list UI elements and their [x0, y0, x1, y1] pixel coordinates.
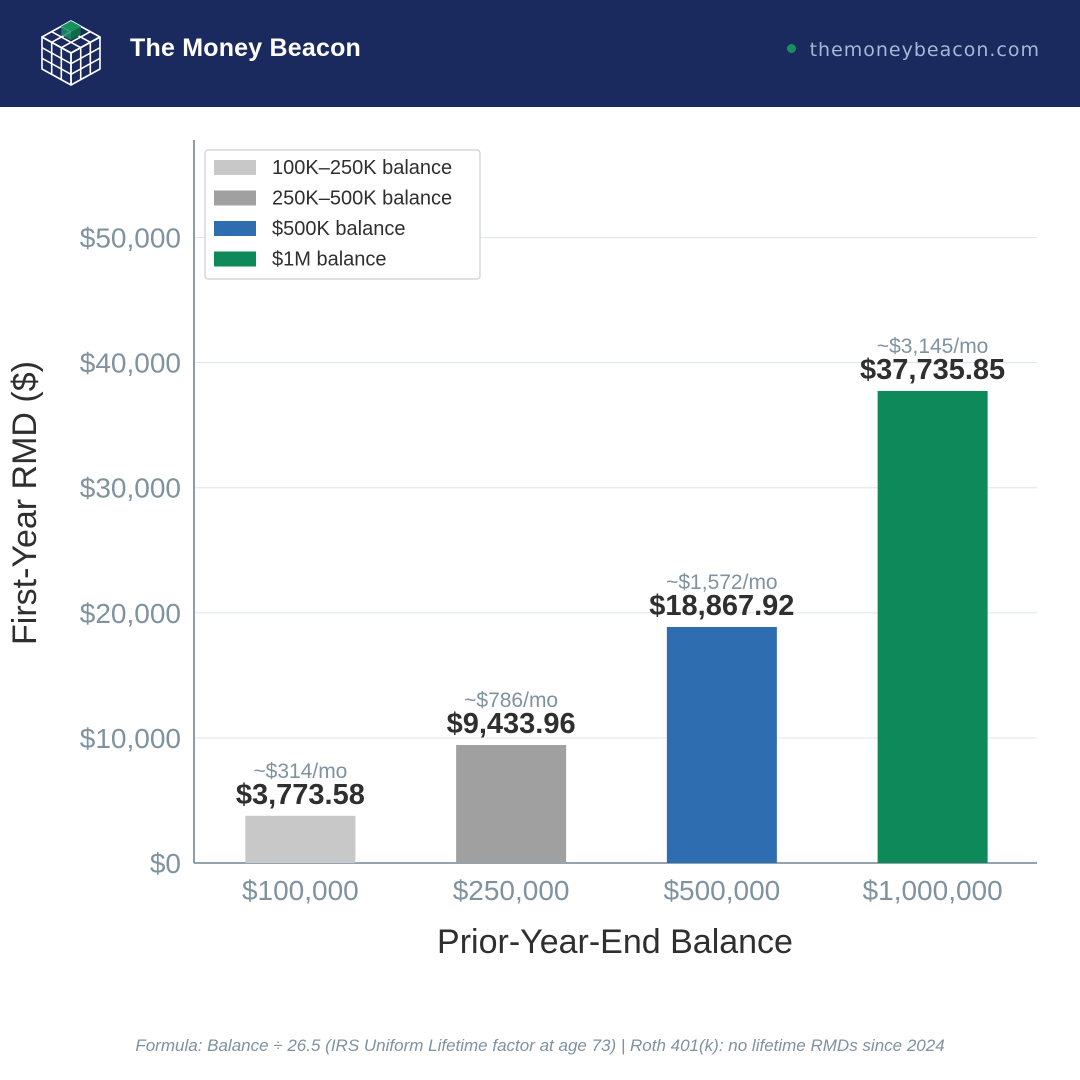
x-tick-label: $250,000: [453, 875, 570, 906]
bar-monthly-label: ~$3,145/mo: [877, 335, 989, 358]
legend-label: 250K–500K balance: [272, 188, 452, 210]
bar: [245, 815, 356, 863]
bar: [456, 744, 567, 863]
x-tick-label: $1,000,000: [863, 875, 1003, 906]
x-tick-label: $100,000: [242, 875, 359, 906]
status-dot-icon: [786, 44, 796, 53]
y-axis-label: First-Year RMD ($): [6, 361, 44, 645]
header-bar: The Money Beacon themoneybeacon.com: [0, 0, 1080, 107]
y-tick-label: $40,000: [80, 348, 181, 379]
bar-value-label: $9,433.96: [447, 708, 576, 740]
y-tick-label: $20,000: [80, 598, 181, 629]
site-url-text: themoneybeacon.com: [809, 39, 1040, 61]
legend-swatch: [214, 190, 256, 206]
brand-name: The Money Beacon: [130, 34, 362, 62]
legend-label: $500K balance: [272, 218, 405, 240]
y-tick-label: $0: [150, 848, 181, 879]
isometric-cube-icon: [41, 20, 101, 86]
site-url[interactable]: themoneybeacon.com: [786, 39, 1040, 61]
bar: [666, 626, 777, 863]
legend-box: [204, 149, 481, 280]
x-axis-label: Prior-Year-End Balance: [437, 923, 793, 961]
y-tick-label: $10,000: [80, 723, 181, 754]
bar-monthly-label: ~$314/mo: [253, 760, 347, 783]
bar-monthly-label: ~$786/mo: [464, 689, 558, 712]
legend-swatch: [214, 160, 256, 175]
legend-label: $1M balance: [272, 249, 387, 271]
bar-value-label: $3,773.58: [236, 779, 365, 811]
rmd-bar-chart: $0 $10,000 $20,000 $30,000 $40,000 $50,000 $3,…: [6, 140, 1037, 961]
legend-swatch: [214, 221, 256, 236]
footer-note: Formula: Balance ÷ 26.5 (IRS Uniform Lif…: [135, 1036, 945, 1055]
legend-swatch: [214, 251, 256, 267]
x-tick-label: $500,000: [663, 875, 780, 906]
bar-value-label: $18,867.92: [649, 590, 794, 622]
bar: [877, 390, 988, 863]
bar-value-label: $37,735.85: [860, 354, 1005, 386]
legend-label: 100K–250K balance: [272, 157, 452, 179]
y-tick-label: $30,000: [80, 473, 181, 504]
bar-monthly-label: ~$1,572/mo: [666, 571, 778, 594]
y-tick-label: $50,000: [80, 223, 181, 254]
